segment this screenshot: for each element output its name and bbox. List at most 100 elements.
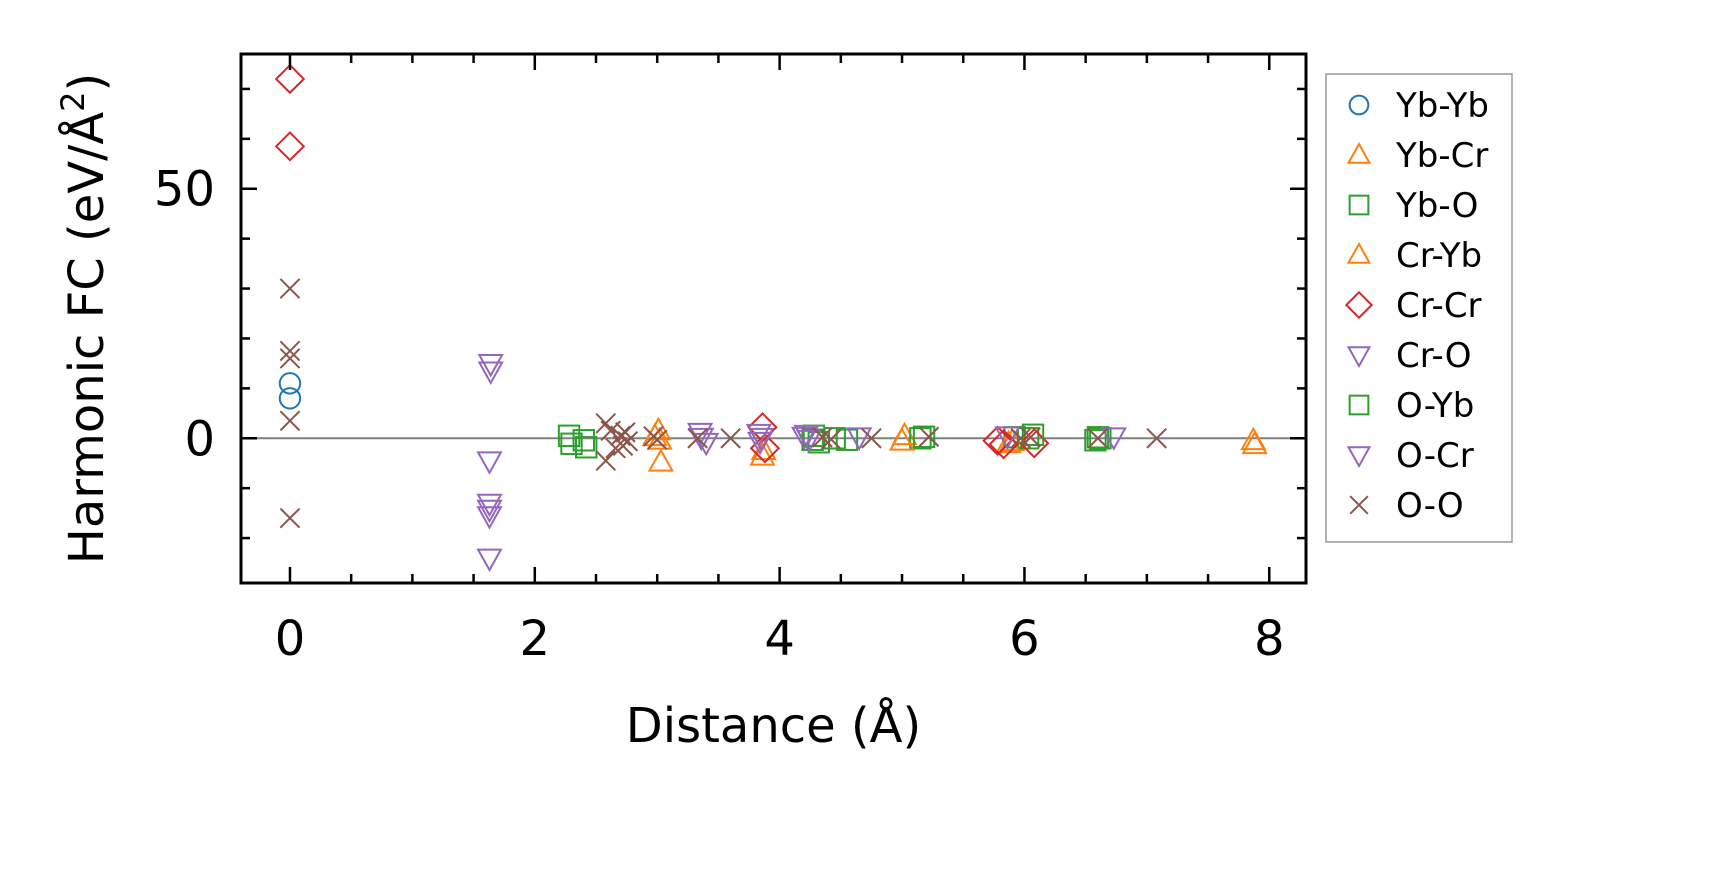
legend-label: Cr-O: [1396, 336, 1472, 376]
point-o-yb: [912, 425, 936, 448]
x-tick-label: 0: [275, 611, 306, 667]
point-o-o: [1146, 427, 1167, 449]
legend: Yb-Yb Yb-Cr Yb-O Cr-Yb Cr-Cr Cr-O O-Yb O-Cr O-O: [1325, 73, 1513, 543]
point-cr-o: [476, 493, 503, 518]
point-o-cr: [746, 431, 774, 456]
y-axis-label-close: ): [59, 73, 115, 92]
legend-label: O-Cr: [1396, 436, 1474, 476]
point-o-yb: [1021, 423, 1045, 446]
legend-item-o-cr: O-Cr: [1346, 436, 1474, 476]
point-cr-yb: [888, 427, 916, 451]
x-tick-label: 2: [520, 611, 551, 667]
point-o-o: [279, 348, 301, 369]
point-yb-cr: [1241, 430, 1268, 455]
legend-label: Yb-O: [1395, 186, 1478, 226]
series-o-o: [279, 278, 1167, 529]
x-tick-label: 4: [764, 611, 795, 667]
series-yb-cr: [645, 416, 1268, 472]
point-yb-yb: [278, 387, 302, 410]
point-o-cr: [795, 429, 823, 454]
point-cr-o: [477, 354, 504, 378]
point-yb-o: [835, 428, 859, 451]
point-cr-o: [846, 427, 873, 451]
point-o-cr: [1100, 427, 1127, 451]
point-yb-o: [557, 424, 581, 447]
point-o-o: [617, 430, 639, 452]
point-o-o: [646, 429, 668, 451]
point-cr-cr: [747, 412, 778, 443]
point-cr-o: [476, 506, 503, 530]
legend-marker-yb-cr: [1346, 141, 1372, 164]
point-o-o: [279, 340, 301, 362]
legend-label: O-O: [1396, 486, 1464, 526]
point-yb-o: [572, 429, 595, 452]
legend-marker-o-o: [1349, 495, 1369, 515]
legend-marker-cr-cr: [1344, 290, 1374, 320]
legend-label: Yb-Yb: [1395, 86, 1489, 126]
y-axis-label-superscript: 2: [54, 91, 92, 111]
point-cr-cr: [274, 63, 306, 95]
point-o-o: [720, 427, 741, 449]
point-o-o: [1087, 427, 1109, 449]
series-yb-yb: [278, 372, 302, 410]
legend-marker-o-yb: [1348, 394, 1370, 416]
legend-label: O-Yb: [1396, 386, 1474, 426]
point-yb-o: [560, 432, 583, 455]
axis-ticks-layer: 0 2 4 6 8 0 50: [154, 54, 1306, 667]
y-axis-label-main: Harmonic FC (eV/Å: [58, 112, 115, 565]
point-o-o: [687, 427, 708, 449]
point-cr-yb: [641, 422, 668, 447]
point-cr-o: [476, 451, 503, 475]
legend-marker-yb-yb: [1348, 94, 1370, 116]
y-axis-label: Harmonic FC (eV/Å2): [54, 73, 115, 565]
legend-marker-yb-o: [1348, 194, 1370, 216]
point-yb-o: [1016, 427, 1040, 450]
point-cr-cr: [982, 425, 1013, 456]
legend-label: Cr-Cr: [1396, 286, 1482, 326]
y-tick-label: 0: [184, 411, 215, 467]
point-yb-o: [575, 436, 598, 459]
x-tick-label: 8: [1254, 611, 1285, 667]
legend-item-yb-cr: Yb-Cr: [1346, 136, 1488, 176]
point-o-o: [1010, 427, 1032, 449]
point-cr-o: [476, 499, 503, 524]
legend-item-o-yb: O-Yb: [1348, 386, 1474, 426]
point-o-o: [605, 437, 626, 459]
point-cr-yb: [646, 426, 673, 450]
legend-item-yb-o: Yb-O: [1348, 186, 1478, 226]
series-cr-o: [476, 354, 873, 573]
point-o-o: [279, 410, 301, 432]
point-o-o: [1020, 426, 1041, 448]
point-cr-cr: [274, 131, 306, 162]
point-o-o: [279, 278, 301, 299]
point-o-cr: [994, 426, 1021, 450]
point-cr-o: [477, 361, 504, 385]
x-axis-label: Distance (Å): [626, 697, 921, 754]
point-o-o: [918, 426, 940, 448]
point-cr-o: [476, 548, 503, 573]
legend-marker-o-cr: [1346, 446, 1372, 469]
plot-frame: [239, 52, 1308, 585]
point-o-o: [820, 428, 842, 450]
point-o-o: [861, 427, 882, 449]
legend-label: Cr-Yb: [1396, 236, 1482, 276]
legend-item-cr-yb: Cr-Yb: [1346, 236, 1482, 276]
series-cr-cr: [274, 63, 1050, 464]
x-tick-label: 6: [1009, 611, 1040, 667]
y-tick-label: 50: [154, 162, 215, 218]
legend-marker-cr-yb: [1346, 241, 1372, 264]
legend-item-cr-o: Cr-O: [1346, 336, 1472, 376]
legend-item-o-o: O-O: [1349, 486, 1464, 526]
point-o-o: [812, 426, 833, 448]
point-yb-yb: [278, 372, 302, 395]
point-yb-o: [1084, 429, 1107, 452]
legend-item-yb-yb: Yb-Yb: [1348, 86, 1489, 126]
point-o-o: [279, 507, 301, 529]
data-points-layer: [274, 63, 1268, 573]
point-o-o: [595, 450, 617, 472]
legend-marker-cr-o: [1346, 346, 1372, 369]
point-cr-o: [693, 432, 720, 457]
legend-label: Yb-Cr: [1395, 136, 1488, 176]
point-yb-cr: [647, 448, 674, 472]
